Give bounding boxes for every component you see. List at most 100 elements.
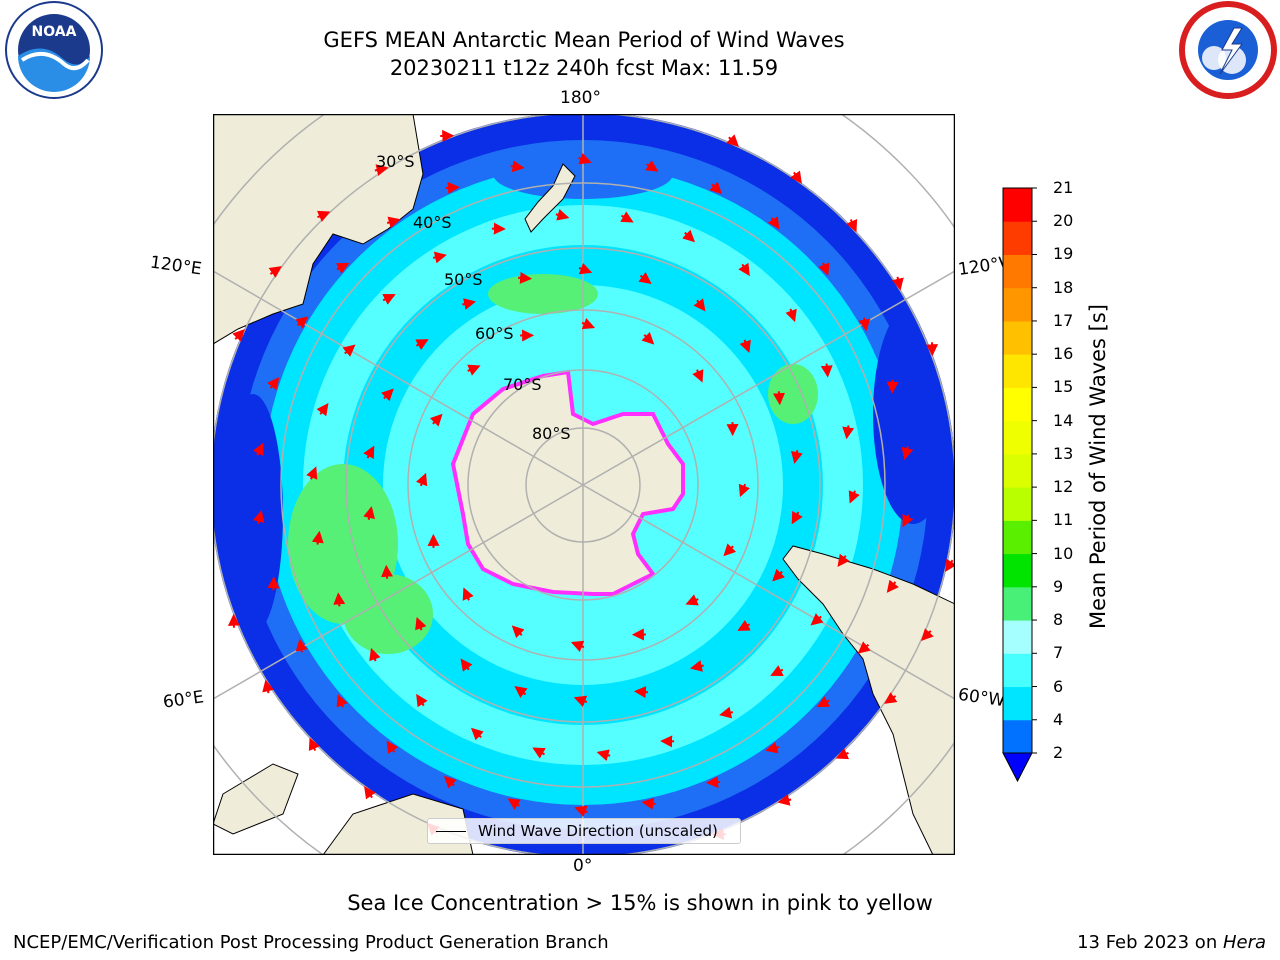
colorbar-segment bbox=[1003, 188, 1032, 222]
wind-wave-arrow bbox=[777, 794, 792, 806]
wind-wave-arrow bbox=[429, 413, 443, 427]
wind-wave-arrow bbox=[306, 466, 318, 480]
wind-wave-arrow bbox=[311, 530, 324, 545]
colorbar-segment bbox=[1003, 320, 1032, 355]
lat-label-70s: 70°S bbox=[503, 375, 542, 394]
wind-wave-arrow bbox=[514, 685, 528, 698]
wind-wave-arrow bbox=[386, 216, 401, 229]
colorbar-segment bbox=[1003, 221, 1032, 255]
wind-wave-arrow bbox=[262, 679, 274, 694]
wind-wave-arrow bbox=[902, 513, 914, 528]
lon-label-180: 180° bbox=[560, 88, 601, 108]
wind-wave-arrow bbox=[578, 262, 593, 275]
wind-wave-arrow bbox=[886, 579, 899, 593]
colorbar-segment bbox=[1003, 487, 1032, 521]
wind-wave-arrow bbox=[884, 692, 898, 704]
wind-wave-arrow bbox=[462, 587, 474, 601]
footer-machine: Hera bbox=[1222, 932, 1266, 953]
wind-wave-arrow bbox=[316, 210, 331, 222]
wind-wave-arrow bbox=[467, 364, 481, 376]
svg-text:NOAA: NOAA bbox=[32, 24, 77, 40]
wind-wave-arrow bbox=[295, 316, 309, 329]
wind-wave-arrow bbox=[416, 472, 428, 487]
wind-wave-arrow bbox=[726, 134, 739, 147]
colorbar-segment bbox=[1003, 254, 1032, 289]
wind-wave-arrows bbox=[227, 129, 955, 841]
wind-wave-arrow bbox=[689, 660, 704, 672]
wind-wave-arrow bbox=[693, 298, 706, 312]
wind-wave-arrow bbox=[382, 294, 396, 305]
wind-wave-arrow bbox=[791, 450, 803, 464]
lon-label-120e: 120°E bbox=[148, 252, 203, 280]
wind-wave-arrow bbox=[719, 706, 734, 719]
colorbar-tick-label: 6 bbox=[1053, 676, 1064, 696]
wind-wave-arrow bbox=[791, 510, 803, 525]
chart-subtitle: 20230211 t12z 240h fcst Max: 11.59 bbox=[389, 56, 779, 80]
colorbar-tick-label: 9 bbox=[1053, 576, 1064, 596]
wind-wave-arrow bbox=[770, 665, 784, 676]
wind-wave-arrow bbox=[511, 625, 525, 639]
colorbar-tick-label: 11 bbox=[1053, 510, 1074, 530]
colorbar-tick-label: 17 bbox=[1053, 310, 1074, 330]
lat-label-30s: 30°S bbox=[376, 152, 415, 171]
wind-wave-arrow bbox=[335, 262, 350, 274]
wind-wave-arrow bbox=[842, 425, 855, 440]
colorbar-segment bbox=[1003, 520, 1032, 555]
wind-wave-arrow bbox=[232, 329, 245, 342]
wind-wave-arrow bbox=[573, 695, 588, 708]
legend-label: Wind Wave Direction (unscaled) bbox=[478, 822, 718, 840]
wind-wave-arrow bbox=[364, 786, 376, 800]
wind-wave-arrow bbox=[415, 339, 429, 351]
colorbar-segment bbox=[1003, 553, 1032, 588]
wind-wave-arrow bbox=[316, 403, 329, 417]
wind-wave-arrow bbox=[692, 369, 704, 383]
wind-wave-arrow bbox=[738, 483, 750, 498]
wind-wave-arrow bbox=[462, 298, 477, 310]
wind-wave-arrow bbox=[386, 740, 399, 754]
wind-wave-arrow bbox=[772, 568, 785, 582]
colorbar-tick-label: 14 bbox=[1053, 410, 1074, 430]
colorbar-tick-label: 16 bbox=[1053, 344, 1074, 364]
wind-wave-arrow bbox=[835, 748, 850, 760]
wind-wave-arrow bbox=[596, 749, 611, 762]
wind-wave-arrow bbox=[381, 388, 394, 402]
wind-wave-arrow bbox=[336, 694, 348, 708]
graticule bbox=[213, 114, 955, 855]
colorbar-segment bbox=[1003, 453, 1032, 488]
wind-wave-arrow bbox=[685, 594, 699, 606]
colorbar-tick-label: 2 bbox=[1053, 743, 1064, 762]
sea-ice-note: Sea Ice Concentration > 15% is shown in … bbox=[347, 891, 933, 915]
wind-wave-arrow bbox=[921, 628, 934, 641]
wind-wave-arrow bbox=[268, 266, 282, 278]
sea-ice-edge bbox=[450, 369, 685, 596]
wind-wave-arrow bbox=[765, 741, 780, 754]
noaa-logo: NOAA bbox=[2, 0, 106, 100]
wind-wave-arrow bbox=[706, 776, 721, 789]
colorbar-tick-label: 13 bbox=[1053, 443, 1074, 463]
colorbar-segment bbox=[1003, 620, 1032, 654]
wind-wave-arrow bbox=[532, 747, 546, 759]
wind-wave-arrow bbox=[374, 164, 389, 176]
colorbar-segment bbox=[1003, 420, 1032, 455]
wind-wave-arrow bbox=[945, 558, 955, 573]
wind-wave-arrow bbox=[581, 318, 596, 330]
wind-wave-arrow bbox=[818, 262, 830, 276]
wind-wave-arrow bbox=[645, 160, 659, 172]
wind-wave-arrow bbox=[518, 271, 533, 284]
wind-wave-arrow bbox=[820, 363, 833, 378]
land bbox=[213, 114, 955, 855]
colorbar-tick-label: 4 bbox=[1053, 709, 1064, 729]
legend-line-icon bbox=[436, 831, 466, 832]
wind-wave-arrow bbox=[363, 506, 375, 520]
wind-wave-arrow bbox=[709, 181, 723, 195]
lon-label-0: 0° bbox=[573, 856, 593, 876]
wind-wave-arrow bbox=[633, 686, 648, 699]
lon-label-60e: 60°E bbox=[161, 687, 206, 713]
wind-wave-arrow bbox=[846, 218, 858, 233]
colorbar-tick-label: 12 bbox=[1053, 477, 1074, 497]
chart-title: GEFS MEAN Antarctic Mean Period of Wind … bbox=[323, 28, 845, 52]
footer-date: 13 Feb 2023 on bbox=[1077, 932, 1223, 953]
lat-label-80s: 80°S bbox=[532, 424, 571, 443]
colorbar-tick-label: 7 bbox=[1053, 643, 1064, 663]
colorbar-segment bbox=[1003, 586, 1032, 621]
